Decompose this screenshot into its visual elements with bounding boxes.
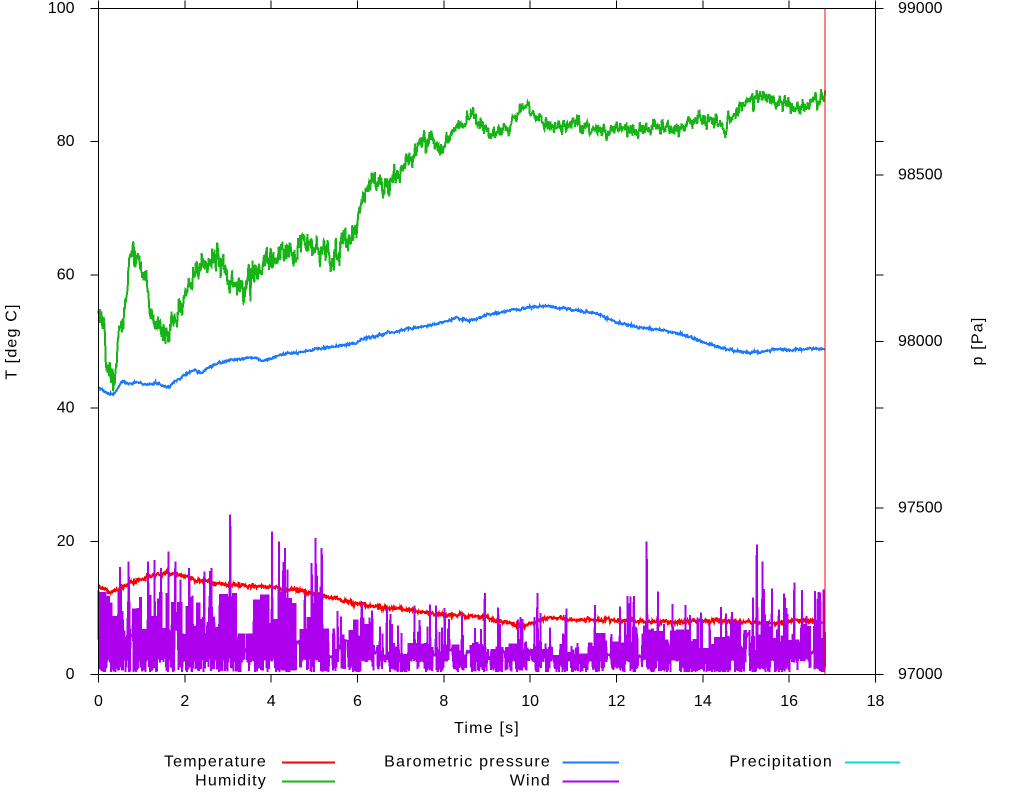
svg-text:60: 60 xyxy=(57,266,75,283)
svg-text:0: 0 xyxy=(94,693,103,710)
svg-text:Barometric pressure: Barometric pressure xyxy=(384,754,551,771)
svg-text:2: 2 xyxy=(180,693,189,710)
svg-text:99000: 99000 xyxy=(898,0,943,17)
svg-text:18: 18 xyxy=(867,693,885,710)
svg-text:12: 12 xyxy=(608,693,626,710)
svg-text:80: 80 xyxy=(57,133,75,150)
svg-text:10: 10 xyxy=(521,693,539,710)
svg-text:T [deg C]: T [deg C] xyxy=(4,303,21,379)
svg-text:16: 16 xyxy=(780,693,798,710)
svg-text:98000: 98000 xyxy=(898,333,943,350)
svg-text:Temperature: Temperature xyxy=(164,754,267,771)
svg-text:98500: 98500 xyxy=(898,167,943,184)
svg-text:Humidity: Humidity xyxy=(195,773,267,790)
svg-text:97500: 97500 xyxy=(898,500,943,517)
svg-text:97000: 97000 xyxy=(898,666,943,683)
svg-text:0: 0 xyxy=(66,666,75,683)
svg-text:40: 40 xyxy=(57,400,75,417)
svg-text:Time [s]: Time [s] xyxy=(454,720,520,737)
svg-text:Wind: Wind xyxy=(510,773,551,790)
svg-text:100: 100 xyxy=(48,0,75,17)
svg-text:20: 20 xyxy=(57,533,75,550)
svg-text:Precipitation: Precipitation xyxy=(729,754,833,771)
svg-text:4: 4 xyxy=(267,693,276,710)
svg-text:8: 8 xyxy=(439,693,448,710)
svg-text:p [Pa]: p [Pa] xyxy=(970,316,987,365)
svg-text:14: 14 xyxy=(694,693,712,710)
svg-text:6: 6 xyxy=(353,693,362,710)
